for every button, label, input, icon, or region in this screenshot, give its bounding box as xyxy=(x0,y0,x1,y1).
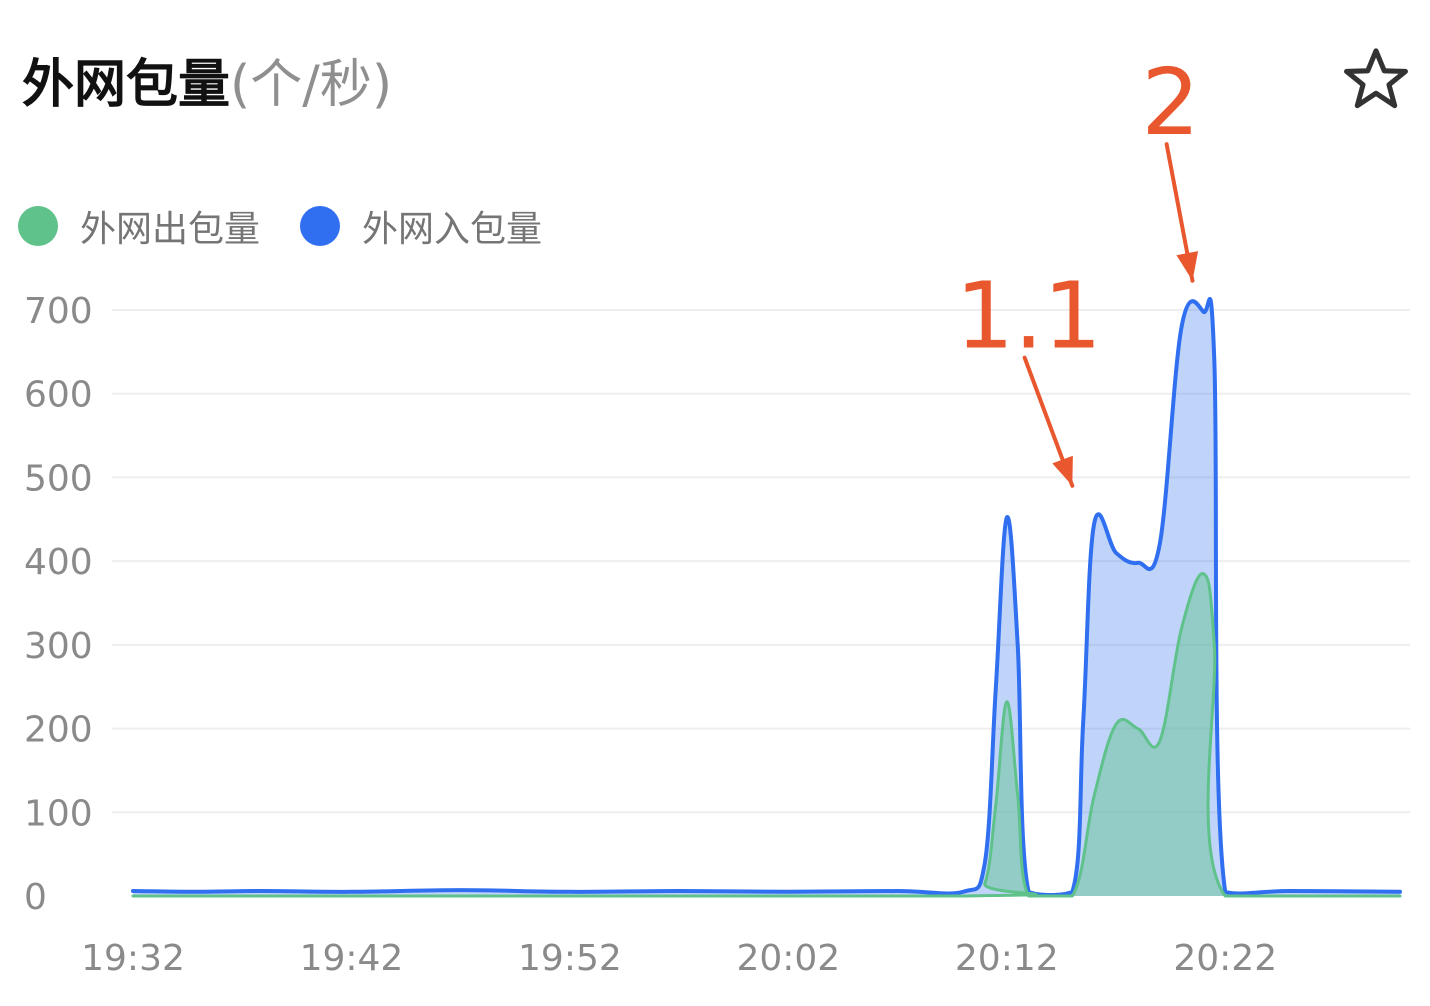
chart-title: 外网包量(个/秒) xyxy=(22,50,392,120)
series-line-out xyxy=(131,572,1402,898)
y-tick-label-400: 400 xyxy=(24,542,93,583)
chart-title-unit: (个/秒) xyxy=(230,55,393,115)
annotation-label-2: 2 xyxy=(1141,49,1200,156)
y-tick-label-600: 600 xyxy=(24,375,93,416)
legend-dot-in xyxy=(300,206,341,246)
star-icon[interactable] xyxy=(1338,42,1414,118)
legend-label-in: 外网入包量 xyxy=(362,209,543,250)
chart-legend: 外网出包量 外网入包量 xyxy=(18,196,582,256)
y-tick-label-300: 300 xyxy=(24,626,93,667)
y-tick-label-0: 0 xyxy=(24,877,47,918)
legend-label-out: 外网出包量 xyxy=(80,209,261,250)
y-tick-label-100: 100 xyxy=(24,793,93,834)
x-tick-label-2002: 20:02 xyxy=(736,938,840,979)
x-tick-label-1932: 19:32 xyxy=(81,938,185,979)
y-tick-label-700: 700 xyxy=(24,291,93,332)
x-tick-label-2012: 20:12 xyxy=(955,938,1059,979)
legend-item-in[interactable]: 外网入包量 xyxy=(300,200,542,252)
annotation-arrowhead-2 xyxy=(1176,251,1199,281)
chart-title-main: 外网包量 xyxy=(22,55,231,115)
x-tick-label-1942: 19:42 xyxy=(300,938,404,979)
annotation-arrowhead-1 xyxy=(1052,455,1073,486)
legend-item-out[interactable]: 外网出包量 xyxy=(18,200,260,252)
annotation-label-1: 1.1 xyxy=(955,263,1101,370)
y-tick-label-500: 500 xyxy=(24,458,93,499)
legend-dot-out xyxy=(18,206,58,246)
series-line-in xyxy=(131,297,1402,897)
x-tick-label-2022: 20:22 xyxy=(1173,938,1277,979)
y-tick-label-200: 200 xyxy=(24,710,93,751)
x-tick-label-1952: 19:52 xyxy=(518,938,622,979)
